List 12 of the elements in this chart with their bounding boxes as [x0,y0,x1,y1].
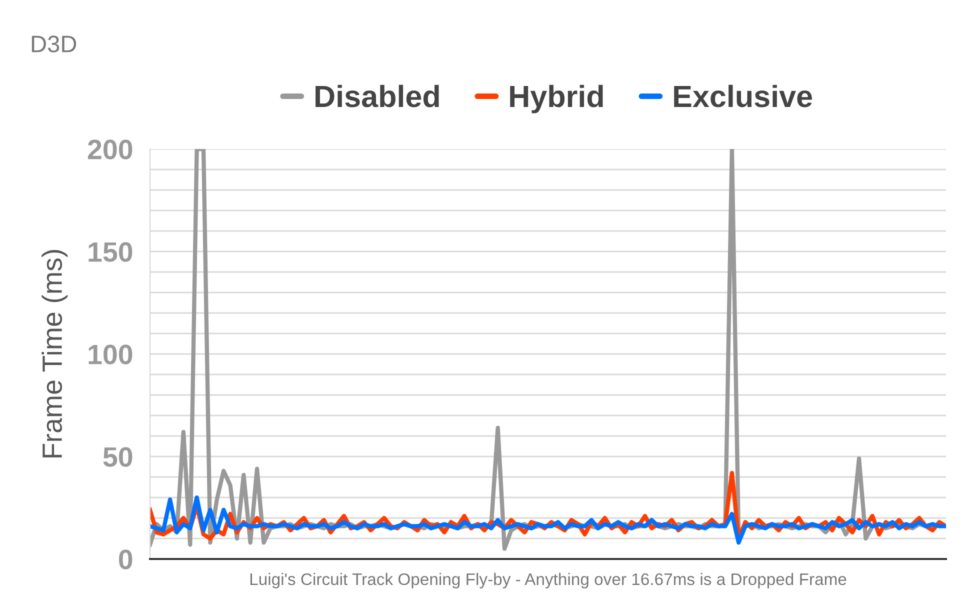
y-tick-label: 50 [103,447,132,467]
line-series [150,495,946,545]
legend-label: Exclusive [674,84,812,108]
y-tick-label: 200 [88,140,132,160]
legend-label: Disabled [316,84,439,108]
y-tick-label: 100 [88,344,132,364]
chart-title: D3D [32,36,76,52]
legend-label: Hybrid [510,84,603,114]
y-axis-title: Frame Time (ms) [42,250,68,458]
y-tick-label: 0 [118,550,132,570]
x-axis-title: Luigi's Circuit Track Opening Fly-by - Anything over 16.67ms is a Dropped Frame [250,572,846,588]
y-tick-label: 150 [88,242,132,262]
